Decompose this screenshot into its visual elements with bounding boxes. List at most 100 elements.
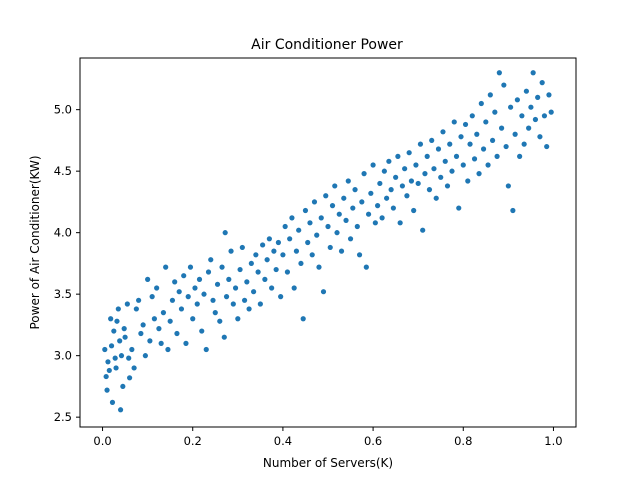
scatter-point [237, 266, 243, 273]
scatter-point [203, 346, 209, 353]
scatter-point [512, 131, 518, 137]
scatter-point [424, 153, 430, 159]
scatter-point [105, 359, 111, 365]
scatter-point [411, 207, 417, 214]
scatter-point [302, 207, 309, 214]
scatter-point [359, 199, 365, 205]
scatter-point [293, 248, 300, 254]
scatter-point [327, 244, 333, 251]
scatter-point [438, 174, 444, 180]
scatter-point [112, 355, 118, 361]
scatter-point [375, 203, 381, 209]
scatter-point [480, 146, 487, 152]
scatter-point [311, 199, 318, 205]
scatter-point [442, 158, 448, 164]
scatter-point [334, 230, 340, 236]
scatter-point [104, 387, 110, 393]
scatter-point [390, 205, 396, 211]
scatter-point [517, 153, 523, 159]
scatter-point [217, 318, 223, 324]
scatter-point [257, 301, 263, 307]
scatter-point [487, 92, 493, 98]
scatter-point [347, 236, 354, 242]
scatter-point [255, 269, 261, 275]
scatter-point [219, 264, 225, 270]
scatter-point [413, 162, 419, 168]
scatter-point [232, 285, 239, 291]
scatter-point [129, 346, 135, 353]
y-tick-label: 3.5 [54, 287, 72, 301]
scatter-point [361, 171, 367, 177]
scatter-point [440, 129, 446, 135]
scatter-point [287, 236, 293, 242]
scatter-point [262, 276, 268, 282]
scatter-point [196, 276, 203, 282]
scatter-point [372, 220, 378, 226]
scatter-point [154, 285, 160, 291]
x-tick-label: 0.8 [454, 434, 472, 448]
scatter-point [307, 220, 313, 226]
scatter-point [103, 373, 109, 380]
scatter-point [300, 316, 306, 322]
scatter-point [102, 346, 108, 353]
scatter-point [379, 215, 385, 221]
scatter-point [417, 141, 424, 147]
scatter-point [471, 156, 478, 162]
scatter-point [508, 104, 514, 110]
scatter-point [329, 203, 336, 209]
scatter-point [494, 153, 500, 159]
scatter-point [190, 316, 196, 322]
scatter-point [514, 97, 520, 103]
scatter-point [136, 297, 142, 303]
scatter-point [235, 316, 241, 322]
scatter-point [318, 215, 324, 221]
scatter-point [381, 168, 387, 174]
scatter-point [241, 297, 248, 303]
scatter-point [429, 137, 435, 144]
scatter-point [368, 190, 374, 196]
scatter-point [167, 318, 173, 324]
scatter-point [395, 153, 401, 159]
scatter-point [230, 301, 236, 307]
scatter-point [503, 143, 509, 150]
scatter-point [181, 273, 187, 279]
scatter-point [160, 310, 167, 316]
scatter-point [192, 285, 198, 291]
scatter-point [172, 279, 178, 285]
x-axis-label: Number of Servers(K) [263, 456, 393, 470]
scatter-point [474, 131, 480, 137]
scatter-point [296, 227, 302, 233]
scatter-point [402, 166, 408, 172]
scatter-point [544, 143, 550, 150]
scatter-point [117, 407, 124, 413]
scatter-point [532, 116, 539, 123]
scatter-point [246, 306, 252, 312]
y-tick-label: 4.5 [54, 164, 72, 178]
scatter-point [222, 230, 228, 236]
y-tick-label: 3.0 [54, 349, 72, 363]
scatter-point [124, 301, 130, 307]
scatter-point [456, 205, 462, 211]
scatter-point [251, 289, 257, 295]
scatter-point [399, 183, 405, 189]
scatter-point [248, 260, 254, 267]
scatter-point [109, 399, 116, 405]
scatter-point [420, 227, 426, 233]
scatter-point [483, 119, 489, 125]
x-tick-label: 0.0 [93, 434, 111, 448]
scatter-point [305, 239, 311, 246]
scatter-point [269, 285, 275, 291]
scatter-point [117, 338, 123, 344]
scatter-point [370, 162, 376, 168]
scatter-point [280, 252, 286, 258]
scatter-point [178, 306, 185, 312]
scatter-point [408, 178, 415, 184]
scatter-point [510, 207, 516, 214]
scatter-point [469, 113, 475, 119]
scatter-point [426, 187, 433, 193]
scatter-point [323, 193, 329, 199]
scatter-point [289, 215, 295, 221]
scatter-point [449, 168, 455, 174]
scatter-point [397, 220, 403, 226]
